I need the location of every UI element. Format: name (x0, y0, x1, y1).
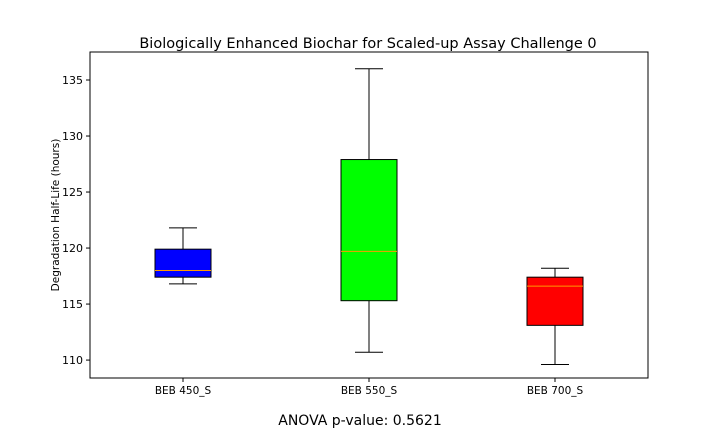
anova-p-value-annotation: ANOVA p-value: 0.5621 (278, 413, 442, 429)
y-tick-label: 115 (62, 298, 83, 311)
y-axis-label: Degradation Half-Life (hours) (50, 139, 62, 292)
y-tick-label: 130 (62, 130, 83, 143)
box-beb-700-s (526, 276, 584, 326)
y-tick-label: 125 (62, 186, 83, 199)
box-beb-450-s (154, 248, 212, 278)
x-tick-label-beb-550-s: BEB 550_S (341, 385, 398, 397)
y-tick-label: 135 (62, 74, 83, 87)
y-tick-label: 110 (62, 354, 83, 367)
y-tick-label: 120 (62, 242, 83, 255)
box-beb-550-s (340, 159, 398, 302)
chart-title: Biologically Enhanced Biochar for Scaled… (139, 36, 596, 52)
x-tick-label-beb-700-s: BEB 700_S (527, 385, 584, 397)
x-tick-label-beb-450-s: BEB 450_S (155, 385, 212, 397)
